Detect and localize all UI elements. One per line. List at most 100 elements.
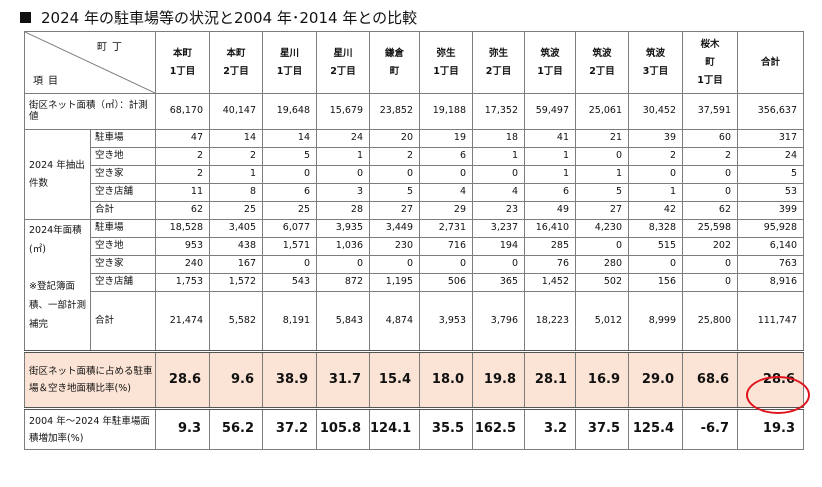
area-group-value: 167 (209, 255, 263, 274)
area-group-label-a: 2024年面積(㎡) (29, 225, 82, 255)
area-value: 17,352 (472, 93, 525, 130)
column-header: 本町 1丁目 (155, 31, 210, 94)
count-value: 1 (575, 165, 629, 184)
ratio-value: 28.1 (524, 350, 576, 409)
count-value: 0 (575, 147, 629, 166)
count-value: 29 (419, 201, 473, 220)
column-header-line: 弥生 (436, 47, 456, 59)
count-row: 空き店舗 11 8 6 3 5 4 4 6 5 1 0 53 (25, 183, 804, 202)
area-group-value: 0 (682, 273, 738, 292)
area-group-value: 280 (575, 255, 629, 274)
ratio-value: 15.4 (369, 350, 420, 409)
growth-row: 2004 年～2024 年駐車場面積増加率(%) 9.3 56.2 37.2 105.8… (24, 407, 804, 450)
area-group-value: 8,999 (628, 291, 683, 352)
count-value: 47 (155, 129, 210, 148)
area-group-row: 合計 21,474 5,582 8,191 5,843 4,874 3,953 3,796 18… (25, 291, 804, 352)
area-group-value: 0 (628, 255, 683, 274)
area-group-value: 3,237 (472, 219, 525, 238)
count-value: 41 (524, 129, 576, 148)
count-value: 24 (316, 129, 370, 148)
area-group-value: 0 (419, 255, 473, 274)
area-group-value: 230 (369, 237, 420, 256)
area-group-row-label: 空き店舗 (90, 273, 156, 292)
count-value: 39 (628, 129, 683, 148)
column-header-line: 1丁目 (537, 65, 563, 77)
count-row: 空き地 2 2 5 1 2 6 1 1 0 2 2 24 (25, 147, 804, 166)
count-value: 1 (524, 165, 576, 184)
column-header-line: 町 (705, 56, 715, 68)
count-value: 0 (369, 165, 420, 184)
area-group-row-label: 空き地 (90, 237, 156, 256)
area-group-row-label: 合計 (90, 291, 156, 352)
square-bullet-icon (20, 11, 31, 23)
ratio-value: 16.9 (575, 350, 629, 409)
column-header: 筑波 3丁目 (628, 31, 683, 94)
column-header: 筑波 2丁目 (575, 31, 629, 94)
ratio-value: 18.0 (419, 350, 473, 409)
column-header: 合計 (737, 31, 804, 94)
area-group-value: 872 (316, 273, 370, 292)
count-value: 1 (209, 165, 263, 184)
count-value: 49 (524, 201, 576, 220)
growth-value: 19.3 (737, 407, 804, 450)
column-header-line: 町 (389, 65, 400, 77)
column-header: 弥生 2丁目 (472, 31, 525, 94)
area-group-value: 5,012 (575, 291, 629, 352)
growth-value: 162.5 (472, 407, 525, 450)
count-value: 5 (737, 165, 804, 184)
corner-header: 町丁項目 (24, 31, 156, 94)
area-value: 59,497 (524, 93, 576, 130)
count-value: 317 (737, 129, 804, 148)
area-group-value: 5,582 (209, 291, 263, 352)
area-group-value: 8,328 (628, 219, 683, 238)
area-row-label: 街区ネット面積（㎡）：計測値 (24, 93, 156, 130)
column-header-line: 弥生 (488, 47, 508, 59)
area-group-row-label: 駐車場 (90, 219, 156, 238)
count-value: 24 (737, 147, 804, 166)
area-group-value: 1,036 (316, 237, 370, 256)
area-group-value: 515 (628, 237, 683, 256)
ratio-row-label: 街区ネット面積に占める駐車場＆空き地面積比率(%) (24, 350, 156, 409)
count-value: 23 (472, 201, 525, 220)
growth-value: 37.5 (575, 407, 629, 450)
area-group-value: 3,405 (209, 219, 263, 238)
column-header-line: 星川 (333, 47, 353, 59)
area-value: 37,591 (682, 93, 738, 130)
growth-value: 3.2 (524, 407, 576, 450)
area-group-row: 空き地 953 438 1,571 1,036 230 716 194 285 0 515 202 6,… (25, 237, 804, 256)
area-group-value: 95,928 (737, 219, 804, 238)
area-group-value: 1,195 (369, 273, 420, 292)
column-header: 鎌倉町 (369, 31, 420, 94)
count-value: 3 (316, 183, 370, 202)
column-header-line: 筑波 (540, 47, 560, 59)
column-header-line: 2丁目 (485, 65, 512, 77)
title-text: 2024 年の駐車場等の状況と2004 年･2014 年との比較 (41, 8, 418, 27)
area-group-value: 953 (155, 237, 210, 256)
column-header: 桜木町 1丁目 (682, 31, 738, 94)
corner-town-label: 町丁 (97, 42, 127, 53)
area-group-label-b: ※登記簿面積、一部計測補完 (29, 281, 87, 330)
count-value: 21 (575, 129, 629, 148)
area-value: 19,648 (262, 93, 317, 130)
area-group-value: 6,140 (737, 237, 804, 256)
ratio-value: 28.6 (155, 350, 210, 409)
growth-value: 105.8 (316, 407, 370, 450)
area-value: 40,147 (209, 93, 263, 130)
column-header-line: 3丁目 (642, 65, 669, 77)
ratio-row: 街区ネット面積に占める駐車場＆空き地面積比率(%) 28.6 9.6 38.9 31.7… (24, 350, 804, 409)
area-group-value: 1,572 (209, 273, 263, 292)
column-header: 星川 2丁目 (316, 31, 370, 94)
count-row-label: 空き店舗 (90, 183, 156, 202)
count-value: 25 (209, 201, 263, 220)
column-header-line: 2丁目 (589, 65, 615, 77)
growth-value: 56.2 (209, 407, 263, 450)
area-group-value: 1,571 (262, 237, 317, 256)
area-group-value: 285 (524, 237, 576, 256)
area-group-value: 2,731 (419, 219, 473, 238)
area-group-value: 0 (575, 237, 629, 256)
count-row-label: 空き家 (90, 165, 156, 184)
count-value: 2 (209, 147, 263, 166)
column-header-line: 桜木 (700, 38, 720, 50)
count-value: 8 (209, 183, 263, 202)
corner-item-label: 項目 (33, 75, 63, 87)
